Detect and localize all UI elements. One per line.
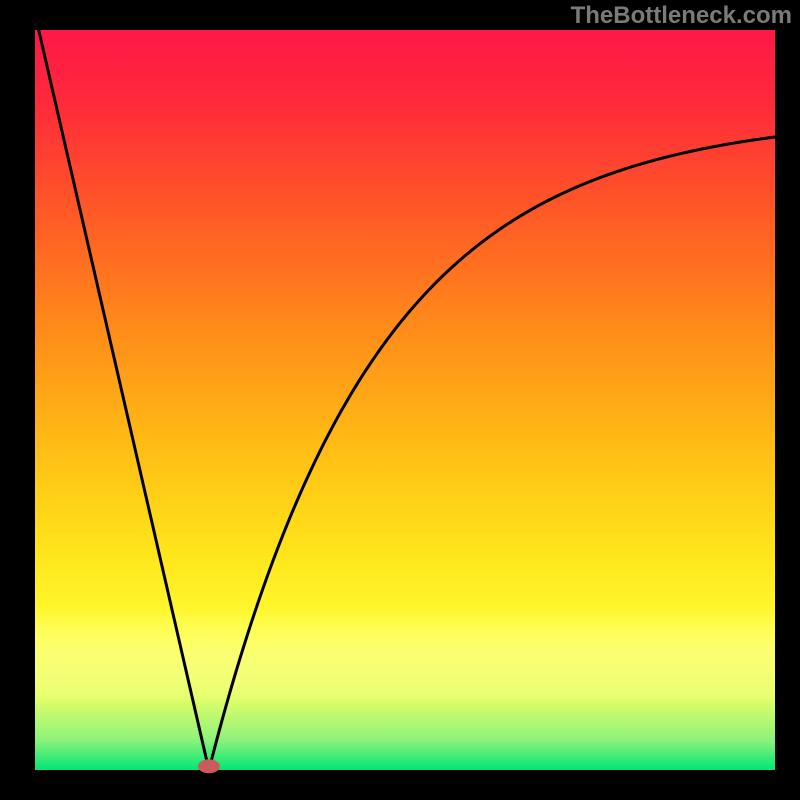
chart-container: TheBottleneck.com <box>0 0 800 800</box>
minimum-marker <box>198 759 220 773</box>
bottleneck-chart <box>0 0 800 800</box>
watermark-text: TheBottleneck.com <box>571 2 792 30</box>
glow-band <box>35 607 775 703</box>
